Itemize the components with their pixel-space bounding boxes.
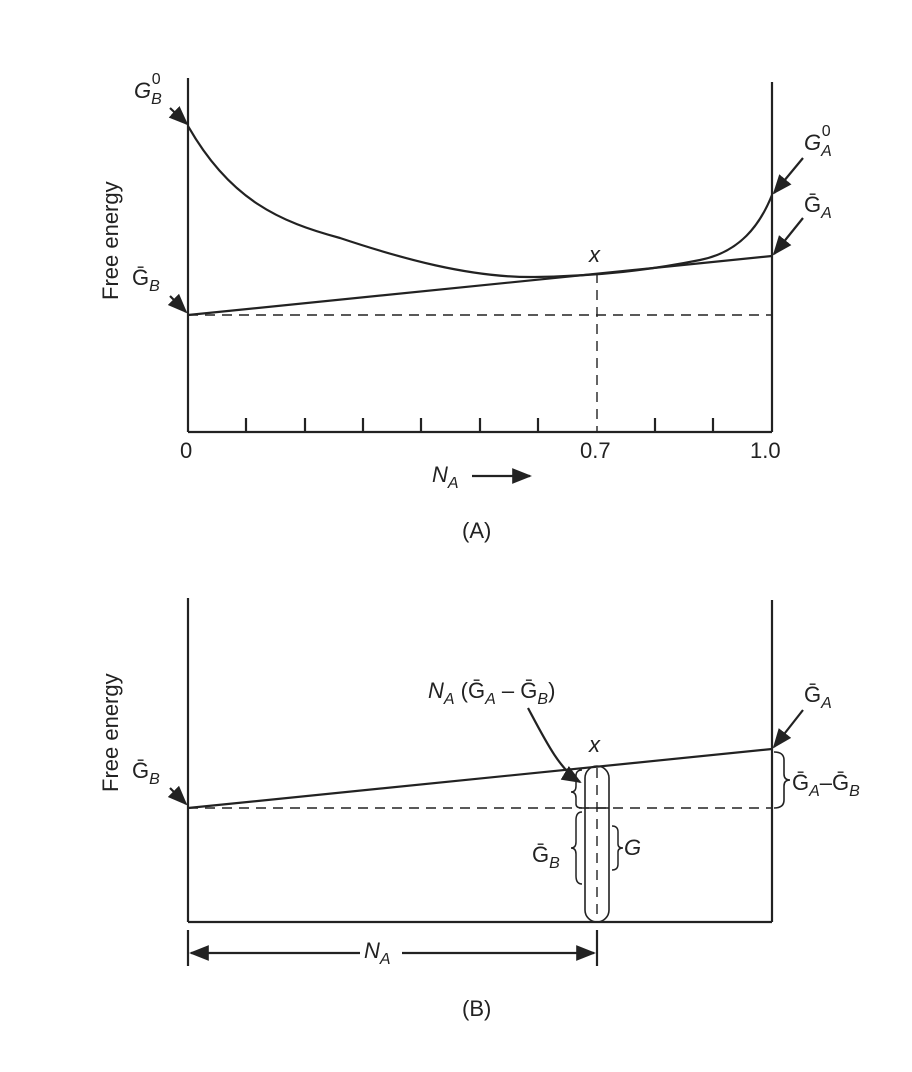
tick-label-1-0: 1.0 — [750, 438, 781, 463]
point-x-label-b: x — [588, 732, 601, 757]
g-brace — [611, 825, 624, 871]
gabar-label-a: ḠA — [804, 192, 832, 222]
ga-minus-gb-label: ḠA–ḠB — [792, 770, 860, 800]
free-energy-curve — [187, 125, 774, 279]
caption-a: (A) — [462, 518, 491, 543]
panel-a: Free energy GB0 ḠB GA0 ḠA x 0 0.7 1.0 NA… — [98, 71, 832, 543]
gbbar-inner-brace — [570, 811, 583, 885]
g-label: G — [624, 835, 641, 860]
gbbar-pointer-arrow-a — [167, 293, 188, 314]
gbbar-pointer-arrow-b — [167, 785, 188, 806]
gabar-pointer-arrow-b — [772, 709, 804, 749]
tangent-line — [187, 254, 773, 317]
na-expr-pointer-arrow — [527, 707, 582, 784]
panel-a-ticks — [244, 418, 715, 432]
point-x-label-a: x — [588, 242, 601, 267]
na-dim-label: NA — [364, 938, 391, 968]
gbbar-label-a: ḠB — [132, 265, 160, 295]
ga-gb-brace — [773, 751, 791, 809]
panel-a-ylabel: Free energy — [98, 181, 123, 300]
gbbar-inner-label: ḠB — [532, 842, 560, 872]
na-expression-label: NA (ḠA – ḠB) — [428, 678, 555, 708]
gb0-pointer-arrow — [168, 106, 189, 126]
ga0-label: GA0 — [804, 123, 832, 160]
gb0-label: GB0 — [134, 71, 162, 108]
panel-b: Free energy ḠB ḠA NA (ḠA – ḠB) x ḠB G ḠA… — [98, 598, 860, 1021]
tick-label-0-7: 0.7 — [580, 438, 611, 463]
gabar-pointer-arrow-a — [772, 217, 804, 256]
ga0-pointer-arrow — [772, 157, 804, 195]
gbbar-label-b: ḠB — [132, 758, 160, 788]
panel-b-ylabel: Free energy — [98, 673, 123, 792]
tick-label-0: 0 — [180, 438, 192, 463]
caption-b: (B) — [462, 996, 491, 1021]
g-bracket-outline — [584, 765, 610, 923]
gabar-label-b: ḠA — [804, 682, 832, 712]
panel-a-xlabel: NA — [432, 462, 459, 492]
panel-b-chord-line — [187, 747, 773, 810]
